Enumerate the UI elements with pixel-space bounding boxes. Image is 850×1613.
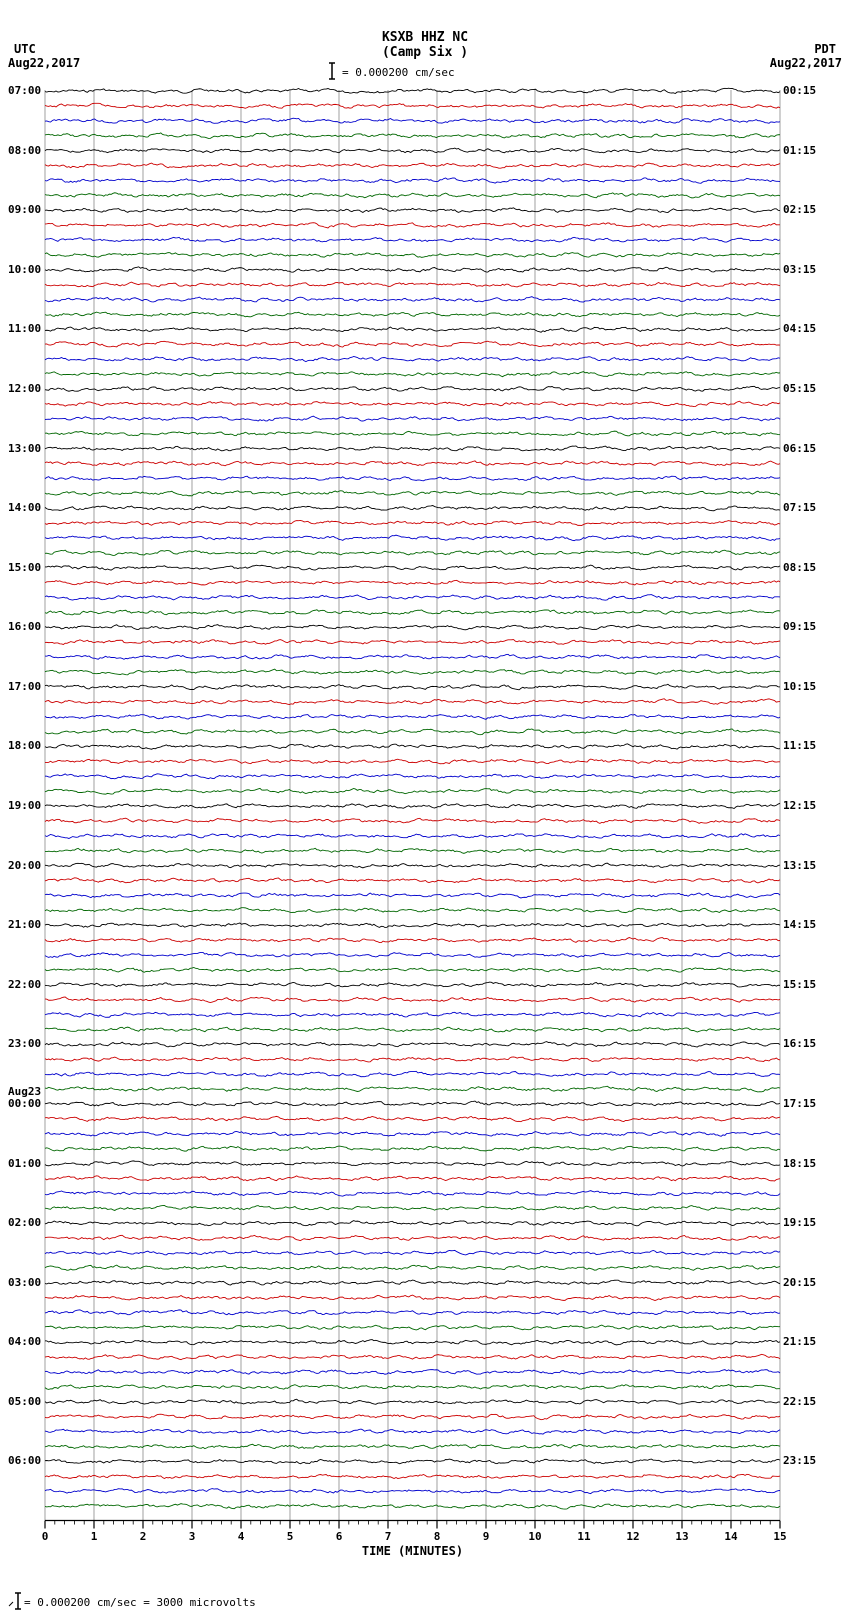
pdt-hour-label: 12:15: [783, 799, 816, 812]
utc-hour-label: 10:00: [8, 263, 41, 276]
utc-hour-label: 00:00: [8, 1097, 41, 1110]
utc-hour-label: 09:00: [8, 203, 41, 216]
utc-hour-label: 07:00: [8, 84, 41, 97]
utc-hour-label: 04:00: [8, 1335, 41, 1348]
pdt-hour-label: 21:15: [783, 1335, 816, 1348]
seismogram-container: KSXB HHZ NC (Camp Six ) = 0.000200 cm/se…: [0, 0, 850, 1613]
x-tick-label: 9: [476, 1530, 496, 1543]
pdt-hour-label: 05:15: [783, 382, 816, 395]
x-tick-label: 8: [427, 1530, 447, 1543]
utc-hour-label: 05:00: [8, 1395, 41, 1408]
pdt-hour-label: 16:15: [783, 1037, 816, 1050]
utc-hour-label: 17:00: [8, 680, 41, 693]
x-tick-label: 13: [672, 1530, 692, 1543]
pdt-hour-label: 20:15: [783, 1276, 816, 1289]
footer-scale-bar-icon: [8, 1592, 22, 1610]
x-tick-label: 7: [378, 1530, 398, 1543]
utc-hour-label: 22:00: [8, 978, 41, 991]
utc-hour-label: 18:00: [8, 739, 41, 752]
x-tick-label: 3: [182, 1530, 202, 1543]
x-tick-label: 6: [329, 1530, 349, 1543]
x-tick-label: 2: [133, 1530, 153, 1543]
x-tick-label: 12: [623, 1530, 643, 1543]
utc-hour-label: 15:00: [8, 561, 41, 574]
utc-hour-label: 21:00: [8, 918, 41, 931]
x-tick-label: 14: [721, 1530, 741, 1543]
pdt-hour-label: 23:15: [783, 1454, 816, 1467]
pdt-hour-label: 09:15: [783, 620, 816, 633]
pdt-hour-label: 18:15: [783, 1157, 816, 1170]
pdt-hour-label: 22:15: [783, 1395, 816, 1408]
footer-scale-text: = 0.000200 cm/sec = 3000 microvolts: [24, 1596, 256, 1609]
utc-hour-label: 23:00: [8, 1037, 41, 1050]
pdt-hour-label: 03:15: [783, 263, 816, 276]
x-tick-label: 0: [35, 1530, 55, 1543]
pdt-hour-label: 10:15: [783, 680, 816, 693]
pdt-hour-label: 19:15: [783, 1216, 816, 1229]
utc-hour-label: 13:00: [8, 442, 41, 455]
utc-hour-label: 08:00: [8, 144, 41, 157]
utc-hour-label: 19:00: [8, 799, 41, 812]
x-axis-title: TIME (MINUTES): [45, 1544, 780, 1558]
x-tick-label: 5: [280, 1530, 300, 1543]
x-tick-label: 4: [231, 1530, 251, 1543]
pdt-hour-label: 01:15: [783, 144, 816, 157]
utc-hour-label: 16:00: [8, 620, 41, 633]
pdt-hour-label: 07:15: [783, 501, 816, 514]
pdt-hour-label: 17:15: [783, 1097, 816, 1110]
utc-hour-label: 06:00: [8, 1454, 41, 1467]
utc-hour-label: 12:00: [8, 382, 41, 395]
x-tick-label: 10: [525, 1530, 545, 1543]
pdt-hour-label: 14:15: [783, 918, 816, 931]
utc-hour-label: 11:00: [8, 322, 41, 335]
pdt-hour-label: 02:15: [783, 203, 816, 216]
pdt-hour-label: 04:15: [783, 322, 816, 335]
pdt-hour-label: 15:15: [783, 978, 816, 991]
x-tick-label: 15: [770, 1530, 790, 1543]
x-tick-label: 1: [84, 1530, 104, 1543]
midnight-date-label: Aug23: [8, 1085, 41, 1098]
pdt-hour-label: 06:15: [783, 442, 816, 455]
x-tick-label: 11: [574, 1530, 594, 1543]
pdt-hour-label: 11:15: [783, 739, 816, 752]
seismogram-plot: [0, 0, 850, 1560]
utc-hour-label: 20:00: [8, 859, 41, 872]
utc-hour-label: 02:00: [8, 1216, 41, 1229]
utc-hour-label: 01:00: [8, 1157, 41, 1170]
pdt-hour-label: 13:15: [783, 859, 816, 872]
utc-hour-label: 14:00: [8, 501, 41, 514]
pdt-hour-label: 00:15: [783, 84, 816, 97]
utc-hour-label: 03:00: [8, 1276, 41, 1289]
pdt-hour-label: 08:15: [783, 561, 816, 574]
